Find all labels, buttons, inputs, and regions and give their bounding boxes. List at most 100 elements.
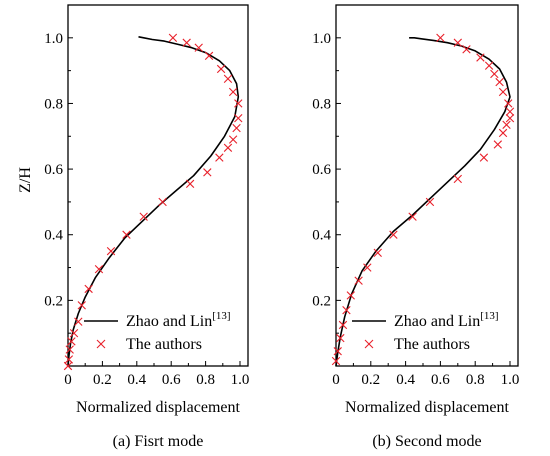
y-tick-label: 0.2 bbox=[312, 293, 331, 309]
panel-first-mode: 0 0.2 0.4 0.6 0.8 1.0 0.2 0.4 0.6 0.8 1.0 Zhao and … bbox=[44, 4, 250, 450]
data-point-the-authors bbox=[504, 99, 513, 108]
x-tick-label: 0.4 bbox=[396, 372, 415, 388]
x-axis-label: Normalized displacement bbox=[345, 399, 509, 416]
x-tick-label: 0 bbox=[332, 372, 340, 388]
data-point-the-authors bbox=[228, 87, 238, 97]
x-tick-label: 0.6 bbox=[431, 372, 450, 388]
x-tick-label: 0.4 bbox=[127, 372, 146, 388]
data-point-the-authors bbox=[122, 230, 131, 239]
x-tick-label: 0.8 bbox=[466, 372, 485, 388]
y-tick-label: 0.6 bbox=[44, 162, 63, 178]
data-point-the-authors bbox=[333, 347, 342, 356]
y-tick-label: 0.4 bbox=[312, 228, 331, 244]
data-point-the-authors bbox=[505, 107, 515, 116]
data-point-the-authors bbox=[363, 263, 372, 272]
data-point-the-authors bbox=[216, 64, 226, 74]
x-tick-label: 0 bbox=[64, 372, 72, 388]
legend-label-zhao-and-lin: Zhao and Lin[13] bbox=[126, 310, 231, 330]
data-point-the-authors bbox=[77, 301, 86, 310]
series-line-zhao-and-lin bbox=[67, 36, 240, 367]
data-point-the-authors bbox=[436, 33, 445, 43]
data-point-the-authors bbox=[223, 74, 233, 84]
legend-label-the-authors: The authors bbox=[394, 336, 470, 353]
data-point-the-authors bbox=[69, 328, 79, 338]
data-point-the-authors bbox=[484, 61, 494, 70]
data-point-the-authors bbox=[194, 43, 203, 52]
x-tick-label: 0.8 bbox=[196, 372, 215, 388]
x-tick-label: 0.6 bbox=[162, 372, 181, 388]
panel-caption: (a) Fisrt mode bbox=[113, 433, 204, 450]
data-point-the-authors bbox=[63, 361, 73, 371]
data-point-the-authors bbox=[408, 212, 417, 221]
data-point-the-authors bbox=[74, 317, 83, 326]
x-tick-label: 1.0 bbox=[501, 372, 520, 388]
data-point-the-authors bbox=[495, 77, 504, 87]
y-axis-label: Z/H bbox=[17, 167, 34, 193]
legend-label-text: Zhao and Lin bbox=[126, 313, 212, 330]
y-tick-label: 0.2 bbox=[44, 293, 63, 309]
data-point-the-authors bbox=[223, 143, 233, 152]
data-point-the-authors bbox=[462, 45, 471, 54]
legend-marker-swatch bbox=[364, 339, 374, 349]
panel-second-mode: 0 0.2 0.4 0.6 0.8 1.0 0.2 0.4 0.6 0.8 1.0 Zhao and … bbox=[312, 4, 520, 450]
data-point-the-authors bbox=[228, 135, 238, 144]
data-point-the-authors bbox=[453, 38, 462, 47]
data-point-the-authors bbox=[498, 87, 508, 97]
legend: Zhao and Lin[13] The authors bbox=[84, 310, 231, 353]
legend-marker-swatch bbox=[96, 339, 106, 349]
legend-label-zhao-and-lin: Zhao and Lin[13] bbox=[394, 310, 499, 330]
data-point-the-authors bbox=[476, 53, 485, 62]
series-line-zhao-and-lin bbox=[335, 36, 511, 367]
data-point-the-authors bbox=[168, 33, 178, 43]
data-point-the-authors bbox=[139, 212, 148, 221]
data-point-the-authors bbox=[338, 320, 348, 330]
data-point-the-authors bbox=[505, 114, 515, 123]
y-tick-label: 1.0 bbox=[312, 31, 331, 47]
data-point-the-authors bbox=[373, 248, 382, 257]
data-point-the-authors bbox=[346, 291, 355, 300]
legend-label-superscript: [13] bbox=[480, 310, 498, 322]
data-point-the-authors bbox=[336, 333, 345, 343]
legend: Zhao and Lin[13] The authors bbox=[352, 310, 499, 353]
data-point-the-authors bbox=[425, 197, 435, 207]
data-point-the-authors bbox=[84, 284, 93, 294]
x-tick-label: 0.2 bbox=[361, 372, 380, 388]
y-tick-label: 0.8 bbox=[312, 96, 331, 112]
plot-frame bbox=[67, 4, 249, 367]
data-point-the-authors bbox=[94, 264, 104, 274]
y-tick-label: 1.0 bbox=[44, 31, 63, 47]
data-point-the-authors bbox=[331, 356, 341, 366]
x-tick-label: 1.0 bbox=[231, 372, 250, 388]
legend-label-superscript: [13] bbox=[212, 310, 230, 322]
data-point-the-authors bbox=[502, 120, 511, 129]
data-point-the-authors bbox=[158, 197, 167, 207]
data-point-the-authors bbox=[67, 337, 76, 346]
data-point-the-authors bbox=[389, 230, 398, 239]
data-point-the-authors bbox=[493, 140, 503, 149]
legend-label-text: Zhao and Lin bbox=[394, 313, 480, 330]
y-tick-label: 0.8 bbox=[44, 96, 63, 112]
plot-frame bbox=[335, 4, 519, 367]
data-point-the-authors bbox=[106, 246, 116, 256]
data-point-the-authors bbox=[232, 123, 241, 133]
data-point-the-authors bbox=[234, 114, 243, 123]
data-point-the-authors bbox=[498, 128, 508, 138]
data-point-the-authors bbox=[204, 51, 214, 61]
data-point-the-authors bbox=[185, 179, 195, 189]
data-point-the-authors bbox=[453, 174, 462, 184]
data-point-the-authors bbox=[479, 153, 489, 162]
data-point-the-authors bbox=[215, 153, 224, 162]
y-tick-label: 0.6 bbox=[312, 162, 331, 178]
data-point-the-authors bbox=[354, 276, 363, 285]
data-point-the-authors bbox=[490, 69, 499, 79]
data-point-the-authors bbox=[182, 38, 191, 47]
data-point-the-authors bbox=[342, 306, 351, 315]
data-point-the-authors bbox=[65, 345, 74, 354]
x-axis-label: Normalized displacement bbox=[76, 399, 240, 416]
data-point-the-authors bbox=[203, 168, 212, 177]
panel-caption: (b) Second mode bbox=[372, 433, 481, 450]
legend-label-the-authors: The authors bbox=[126, 336, 202, 353]
x-tick-label: 0.2 bbox=[93, 372, 112, 388]
data-point-the-authors bbox=[234, 99, 243, 108]
